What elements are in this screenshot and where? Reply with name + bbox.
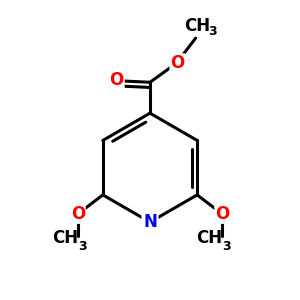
Text: 3: 3 [208,25,217,38]
Text: O: O [110,70,124,88]
Text: O: O [170,54,184,72]
Text: 3: 3 [223,240,231,253]
Text: N: N [143,213,157,231]
Text: CH: CH [196,229,222,247]
Text: CH: CH [52,229,78,247]
Text: O: O [71,205,85,223]
Text: O: O [215,205,229,223]
Text: CH: CH [184,16,210,34]
Text: 3: 3 [78,240,87,253]
